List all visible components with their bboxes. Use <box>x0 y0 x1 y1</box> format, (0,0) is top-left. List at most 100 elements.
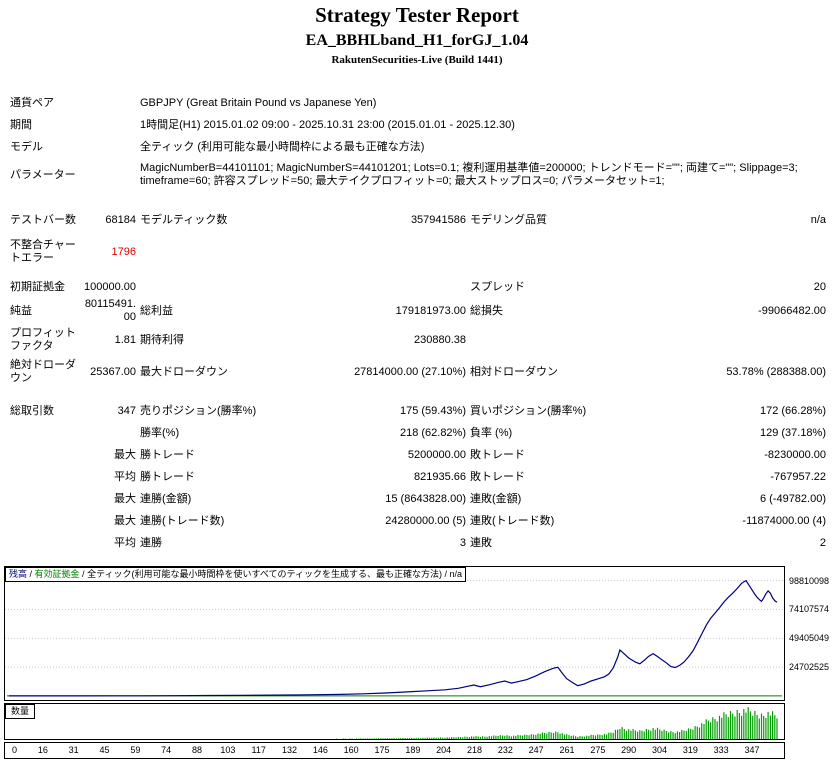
row-largest-trade: 最大 勝トレード 5200000.00 敗トレード -8230000.00 <box>8 444 828 466</box>
lots-bar <box>568 735 570 739</box>
lots-bar <box>718 715 721 739</box>
x-axis-label: 218 <box>466 745 483 755</box>
lots-bar <box>479 737 481 739</box>
lots-bar <box>592 735 594 739</box>
x-axis-label: 132 <box>281 745 298 755</box>
lots-bar <box>663 729 665 739</box>
lots-bar <box>552 733 555 739</box>
lots-bar <box>521 735 524 739</box>
balance-chart-section: 残高 / 有効証拠金 / 全ティック(利用可能な最小時間枠を使いすべてのティック… <box>0 566 834 766</box>
stat-value: 1.81 <box>114 333 136 346</box>
lots-bar <box>767 711 769 739</box>
stat-value: 347 <box>117 404 136 417</box>
lots-bar <box>659 729 661 739</box>
lots-bar <box>415 737 417 739</box>
lots-bar <box>614 729 616 739</box>
lots-bar <box>698 727 701 739</box>
lots-bar <box>537 733 539 739</box>
lots-bar <box>612 732 614 739</box>
lots-bar <box>579 736 581 739</box>
row-bars: テストバー数 68184 モデルティック数 357941586 モデリング品質 … <box>8 204 828 236</box>
stat-value: 179181973.00 <box>395 304 466 317</box>
stat-value: MagicNumberB=44101101; MagicNumberS=4410… <box>140 162 798 187</box>
lots-bar <box>486 736 488 739</box>
lots-bar <box>625 730 628 739</box>
stat-value: 68184 <box>105 213 136 226</box>
lots-bar <box>541 732 543 739</box>
lots-bar <box>712 717 714 739</box>
lots-bar <box>601 735 603 739</box>
x-axis-label: 16 <box>37 745 48 755</box>
lots-bar <box>349 738 351 739</box>
lots-bar <box>406 738 408 739</box>
x-axis-label: 304 <box>651 745 668 755</box>
lots-bar <box>402 737 404 739</box>
stat-label: 敗トレード <box>470 470 525 483</box>
lots-bar <box>526 735 528 739</box>
x-axis-label: 232 <box>497 745 513 755</box>
stat-label: 不整合チャートエラー <box>10 239 76 264</box>
lots-bar <box>559 733 561 739</box>
balance-line <box>9 579 778 697</box>
x-axis-label: 74 <box>161 745 172 755</box>
stat-label: スプレッド <box>470 280 525 293</box>
stat-label: 初期証拠金 <box>10 280 65 293</box>
row-total-trades: 総取引数 347 売りポジション(勝率%) 175 (59.43%) 買いポジシ… <box>8 400 828 422</box>
lots-bar <box>683 730 685 739</box>
stat-value: 3 <box>459 536 466 549</box>
lots-bar <box>703 724 705 739</box>
lots-bar <box>515 735 517 739</box>
stat-value: -767957.22 <box>770 470 826 483</box>
lots-bar <box>532 734 535 739</box>
lots-bar <box>656 727 659 739</box>
lots-bar <box>364 738 366 739</box>
stat-value: -11874000.00 (4) <box>742 514 826 527</box>
lots-bar <box>696 726 698 739</box>
lots-bar <box>411 737 413 739</box>
lots-bar <box>763 715 765 739</box>
lots-bar <box>413 738 415 739</box>
lots-bar <box>650 730 652 739</box>
lots-bar <box>400 738 402 739</box>
lots-bar <box>572 735 574 739</box>
lots-bar <box>603 734 605 739</box>
lots-bar <box>710 722 712 739</box>
legend-balance-label: 残高 <box>9 569 28 579</box>
row-maximal-consecutive-count: 最大 連勝(トレード数) 24280000.00 (5) 連敗(トレード数) -… <box>8 510 828 532</box>
stat-label: 勝トレード <box>140 448 195 461</box>
stat-qualifier: 平均 <box>114 536 136 549</box>
lots-bar <box>366 738 369 739</box>
lots-bar <box>747 707 749 739</box>
lots-bar <box>358 738 360 739</box>
stat-label: 連勝(トレード数) <box>140 514 225 527</box>
x-axis-label: 88 <box>191 745 203 755</box>
lots-bar <box>444 737 446 739</box>
stat-label: 勝率(%) <box>140 426 180 439</box>
lots-bar <box>692 729 694 739</box>
balance-curve-svg <box>5 579 784 697</box>
lots-bar <box>716 721 718 739</box>
stat-value: -8230000.00 <box>764 448 826 461</box>
lots-bar <box>621 727 623 739</box>
lots-bar <box>690 728 692 739</box>
x-axis-label: 247 <box>528 745 544 755</box>
lots-bar <box>685 731 687 739</box>
stat-value: 175 (59.43%) <box>399 404 466 417</box>
lots-bar <box>524 734 526 739</box>
lots-bar <box>464 736 466 739</box>
x-axis-label: 146 <box>312 745 328 755</box>
lots-bar <box>555 731 557 739</box>
row-model: モデル 全ティック (利用可能な最小時間枠による最も正確な方法) <box>8 136 828 158</box>
lots-bar <box>676 731 678 739</box>
lots-bar <box>342 738 344 739</box>
stat-label: 連勝(金額) <box>140 492 192 505</box>
lots-bar <box>369 738 371 739</box>
stat-value: GBPJPY (Great Britain Pound vs Japanese … <box>140 96 377 109</box>
lots-bar <box>694 726 696 739</box>
legend-separator: / <box>27 569 35 579</box>
x-axis-label: 0 <box>12 745 18 755</box>
row-win-loss-rate: 勝率(%) 218 (62.82%) 負率 (%) 129 (37.18%) <box>8 422 828 444</box>
x-axis-label: 204 <box>436 745 452 755</box>
lots-bar <box>687 728 690 739</box>
stat-value: n/a <box>810 213 826 226</box>
